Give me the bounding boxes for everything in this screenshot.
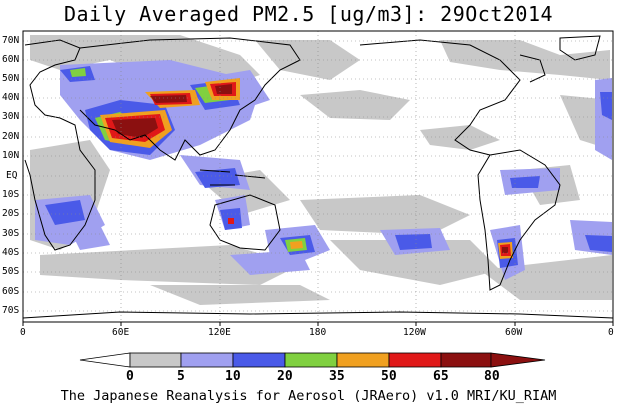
- colorbar-label: 80: [484, 369, 500, 384]
- lat-label: 30S: [2, 228, 20, 239]
- colorbar-segment-4: [284, 352, 338, 368]
- colorbar-segment-arrow: [490, 352, 546, 368]
- lon-label: 120E: [208, 327, 231, 338]
- lat-label: 20S: [2, 208, 20, 219]
- lon-label: 0: [608, 327, 614, 338]
- colorbar: [79, 352, 546, 368]
- colorbar-label: 5: [177, 369, 185, 384]
- pm25-darkred-patches: [112, 84, 508, 253]
- lon-label: 0: [20, 327, 26, 338]
- colorbar-label: 0: [126, 369, 134, 384]
- colorbar-label: 65: [433, 369, 449, 384]
- lat-label: 40S: [2, 247, 20, 258]
- lat-label: 20N: [2, 131, 20, 142]
- colorbar-label: 50: [381, 369, 397, 384]
- colorbar-segment-6: [388, 352, 442, 368]
- lon-label: 60E: [112, 327, 130, 338]
- lon-label: 60W: [505, 327, 523, 338]
- lat-label: 50N: [2, 73, 20, 84]
- lat-label: 70S: [2, 305, 20, 316]
- lon-label: 180: [309, 327, 327, 338]
- lat-label: 10N: [2, 150, 20, 161]
- lat-label: 60N: [2, 54, 20, 65]
- footer-credit: The Japanese Reanalysis for Aerosol (JRA…: [60, 388, 557, 404]
- colorbar-segment-5: [336, 352, 390, 368]
- colorbar-label: 10: [225, 369, 241, 384]
- colorbar-segment-7: [440, 352, 492, 368]
- map-title: Daily Averaged PM2.5 [ug/m3]: 29Oct2014: [63, 2, 554, 26]
- colorbar-label: 35: [329, 369, 345, 384]
- colorbar-label: 20: [277, 369, 293, 384]
- lat-label: 60S: [2, 286, 20, 297]
- coastlines: [22, 35, 614, 319]
- lat-label: EQ: [6, 170, 18, 181]
- lat-label: 70N: [2, 35, 20, 46]
- colorbar-segment-1: [129, 352, 182, 368]
- lat-label: 50S: [2, 266, 20, 277]
- axis-ticks: [22, 322, 614, 326]
- grid-lines: [23, 31, 613, 322]
- lat-label: 40N: [2, 92, 20, 103]
- lat-label: 10S: [2, 189, 20, 200]
- lon-label: 120W: [403, 327, 426, 338]
- colorbar-segment-2: [180, 352, 234, 368]
- lat-label: 30N: [2, 111, 20, 122]
- colorbar-segment-0: [79, 352, 131, 368]
- colorbar-segment-3: [232, 352, 286, 368]
